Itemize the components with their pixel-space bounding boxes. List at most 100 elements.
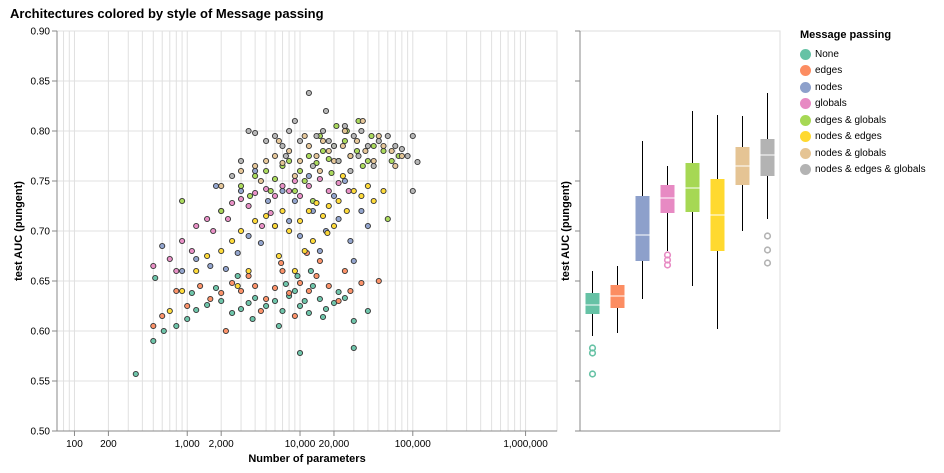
scatter-point: [353, 137, 361, 145]
scatter-point: [353, 147, 361, 155]
scatter-point: [257, 307, 264, 315]
scatter-point: [258, 222, 266, 230]
scatter-point: [358, 192, 365, 200]
scatter-point: [316, 175, 323, 183]
scatter-point: [218, 182, 225, 190]
scatter-point: [218, 297, 225, 305]
box-outlier: [763, 246, 772, 254]
scatter-point: [179, 237, 186, 245]
scatter-point: [341, 267, 348, 275]
scatter-point: [218, 247, 225, 255]
scatter-point: [286, 217, 293, 225]
scatter-point: [313, 152, 320, 160]
scatter-point: [350, 187, 357, 195]
y-axis-title: test AUC (pungent): [13, 181, 25, 281]
scatter-point: [173, 287, 180, 295]
scatter-point: [291, 287, 298, 295]
legend-item: edges & globals: [800, 112, 926, 129]
boxes: [585, 93, 775, 378]
scatter-point: [152, 274, 159, 282]
y-tick-label: 0.90: [31, 27, 51, 38]
scatter-point: [370, 142, 377, 150]
scatter-point: [291, 117, 298, 125]
scatter-point: [325, 147, 332, 155]
y-tick-label: 0.85: [31, 77, 51, 88]
scatter-point: [267, 187, 274, 195]
x-tick-label: 100,000: [395, 439, 432, 450]
scatter-point: [193, 267, 200, 275]
legend-item: nodes & edges: [800, 129, 926, 146]
scatter-point: [339, 172, 346, 180]
scatter-point: [279, 182, 286, 190]
scatter-point: [286, 289, 293, 297]
scatter-point: [409, 132, 416, 140]
scatter-point: [316, 257, 323, 265]
scatter-point: [350, 317, 357, 325]
y-tick-label: 0.75: [31, 177, 51, 188]
x-tick-label: 10,000: [285, 439, 316, 450]
scatter-point: [325, 155, 332, 163]
scatter-point: [380, 187, 387, 195]
scatter-point: [291, 187, 298, 195]
scatter-point: [271, 175, 279, 183]
scatter-point: [380, 147, 387, 155]
x-tick-label: 100: [66, 439, 83, 450]
y-tick-label: 0.70: [31, 227, 51, 238]
box-body: [585, 293, 600, 314]
box-outlier: [588, 370, 597, 378]
scatter-point: [301, 297, 308, 305]
scatter-point: [222, 327, 229, 335]
scatter-point: [264, 197, 272, 205]
y-tick-label: 0.60: [31, 327, 51, 338]
scatter-point: [179, 287, 186, 295]
scatter-point: [263, 157, 270, 165]
scatter-point: [245, 299, 252, 307]
x-tick-label: 200: [100, 439, 117, 450]
scatter-point: [237, 182, 245, 190]
scatter-point: [335, 297, 342, 305]
scatter-point: [333, 122, 340, 130]
scatter-point: [252, 129, 259, 137]
scatter-point: [193, 255, 200, 263]
scatter-point: [296, 137, 304, 145]
scatter-point: [368, 132, 375, 140]
scatter-point: [234, 249, 241, 257]
scatter-point: [286, 127, 293, 135]
scatter-point: [267, 209, 274, 217]
scatter-point: [204, 215, 211, 223]
scatter-point: [335, 179, 342, 187]
scatter-point: [358, 207, 365, 215]
scatter-point: [341, 127, 348, 135]
scatter-point: [252, 172, 259, 180]
scatter-point: [279, 267, 286, 275]
scatter-point: [150, 322, 157, 330]
scatter-point: [237, 195, 245, 203]
scatter-point: [150, 337, 157, 345]
scatter-point: [305, 152, 312, 160]
box-nodes-edges: [710, 115, 725, 329]
scatter-point: [313, 199, 320, 207]
scatter-point: [291, 267, 298, 275]
scatter-point: [370, 162, 377, 170]
scatter-point: [282, 152, 289, 160]
scatter-point: [305, 287, 312, 295]
scatter-point: [330, 192, 338, 200]
scatter-point: [296, 232, 304, 240]
scatter-point: [197, 282, 204, 290]
scatter-point: [309, 282, 316, 290]
scatter-point: [179, 267, 186, 275]
scatter-point: [301, 177, 308, 185]
scatter-point: [330, 142, 338, 150]
scatter-point: [207, 262, 214, 270]
scatter-point: [212, 182, 220, 190]
legend-swatch: [800, 114, 811, 126]
scatter-point: [286, 227, 293, 235]
box-body: [635, 196, 650, 261]
scatter-point: [212, 284, 220, 292]
scatter-point: [193, 222, 200, 230]
scatter-point: [275, 322, 282, 330]
scatter-point: [296, 302, 304, 310]
scatter-point: [237, 157, 245, 165]
scatter-point: [313, 272, 320, 280]
scatter-point: [224, 215, 232, 223]
